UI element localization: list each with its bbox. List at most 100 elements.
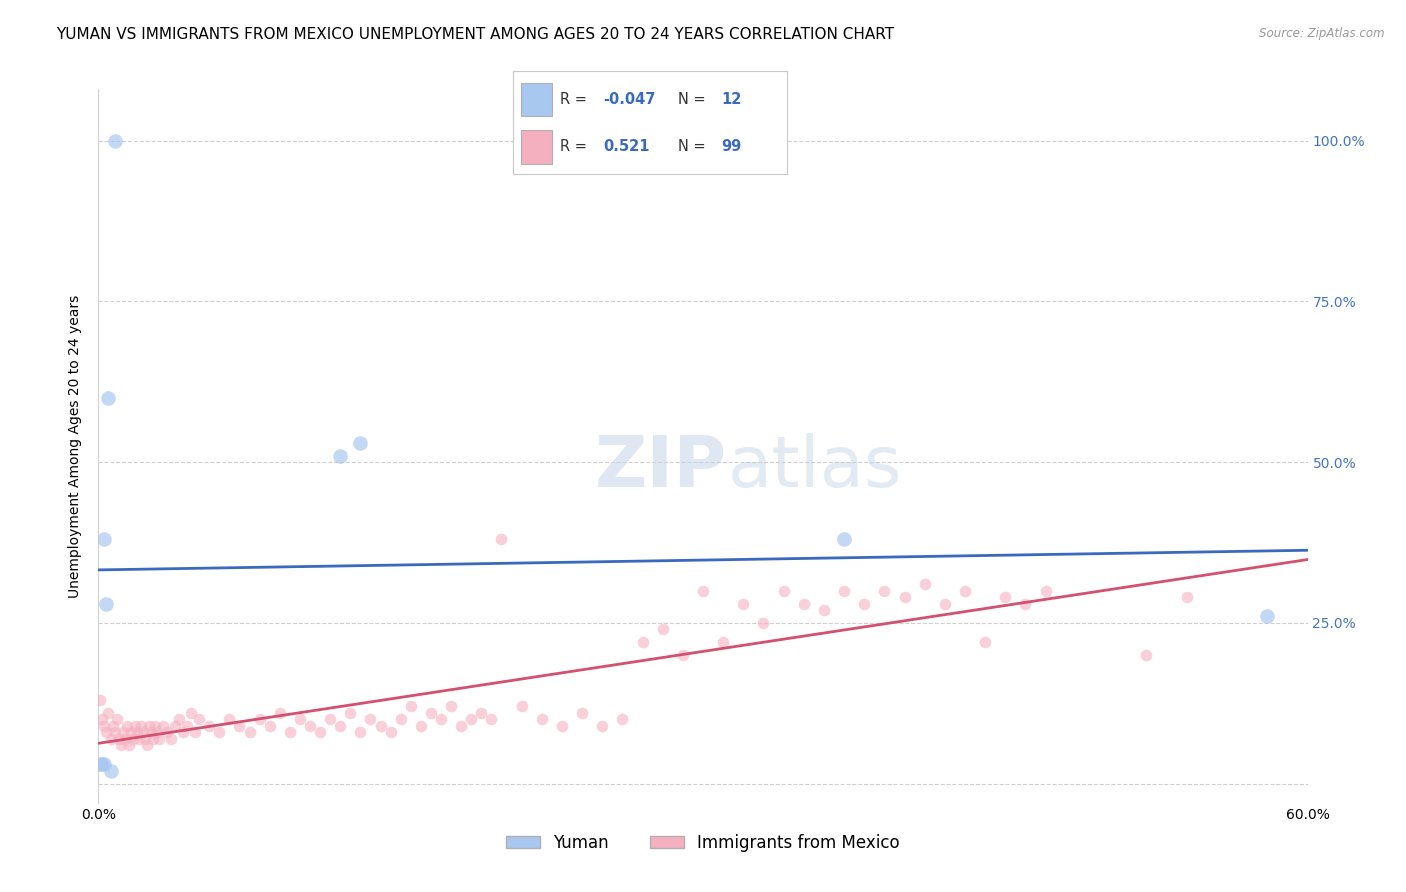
Point [853,597,876,611]
Point [93,719,115,733]
Point [176,719,198,733]
Point [100,731,122,746]
Point [1135,648,1157,662]
Point [218,712,240,726]
Point [752,615,775,630]
Point [139,725,162,739]
Point [148,731,170,746]
Legend: Yuman, Immigrants from Mexico: Yuman, Immigrants from Mexico [499,828,907,859]
Point [135,738,157,752]
Point [319,712,342,726]
Text: 99: 99 [721,139,742,153]
Text: 0.521: 0.521 [603,139,650,153]
Point [121,731,143,746]
Point [228,719,250,733]
Point [953,583,976,598]
Text: -0.047: -0.047 [603,92,657,107]
Point [551,719,574,733]
Point [491,533,513,547]
Point [97,706,120,720]
Point [380,725,402,739]
Point [631,635,654,649]
Point [934,597,956,611]
Point [93,533,115,547]
Point [118,738,141,752]
Point [440,699,463,714]
Point [299,719,322,733]
Point [239,725,262,739]
Point [132,725,155,739]
Point [138,719,160,733]
Point [873,583,896,598]
Point [120,725,142,739]
Point [105,712,128,726]
Point [91,757,114,772]
Point [97,391,120,405]
Text: Source: ZipAtlas.com: Source: ZipAtlas.com [1260,27,1385,40]
Point [89,693,111,707]
Text: YUMAN VS IMMIGRANTS FROM MEXICO UNEMPLOYMENT AMONG AGES 20 TO 24 YEARS CORRELATI: YUMAN VS IMMIGRANTS FROM MEXICO UNEMPLOY… [56,27,894,42]
Point [278,725,301,739]
Text: N =: N = [678,139,710,153]
Point [733,597,755,611]
Point [309,725,332,739]
Point [129,719,152,733]
Point [180,706,202,720]
Point [198,719,221,733]
Point [349,725,371,739]
Text: 12: 12 [721,92,742,107]
Point [208,725,231,739]
Point [100,764,122,778]
Point [152,719,174,733]
Point [530,712,553,726]
Point [612,712,634,726]
Point [160,731,183,746]
Point [111,725,134,739]
Point [772,583,794,598]
Point [692,583,714,598]
Point [1014,597,1036,611]
Point [115,719,138,733]
Point [1175,590,1198,604]
Point [389,712,412,726]
Text: N =: N = [678,92,710,107]
Point [96,725,118,739]
Point [349,435,371,450]
Point [370,719,392,733]
Point [142,731,165,746]
Point [481,712,503,726]
Point [156,725,179,739]
Point [114,731,136,746]
Point [360,712,382,726]
Point [974,635,997,649]
Point [134,731,156,746]
Text: R =: R = [560,139,592,153]
Y-axis label: Unemployment Among Ages 20 to 24 years: Unemployment Among Ages 20 to 24 years [69,294,83,598]
Point [994,590,1017,604]
Point [339,706,361,720]
Point [399,699,422,714]
Point [591,719,613,733]
Point [420,706,443,720]
Point [101,719,124,733]
Text: atlas: atlas [727,433,901,502]
Point [470,706,492,720]
Point [128,731,150,746]
Point [409,719,432,733]
Point [793,597,815,611]
Text: R =: R = [560,92,592,107]
Point [184,725,207,739]
Point [1035,583,1057,598]
Point [813,603,835,617]
Point [1256,609,1278,624]
Point [269,706,291,720]
Point [103,725,125,739]
Point [146,725,169,739]
Point [110,738,132,752]
Point [91,712,114,726]
Point [430,712,453,726]
Point [124,719,146,733]
Point [832,583,855,598]
Point [125,725,148,739]
Point [172,725,194,739]
